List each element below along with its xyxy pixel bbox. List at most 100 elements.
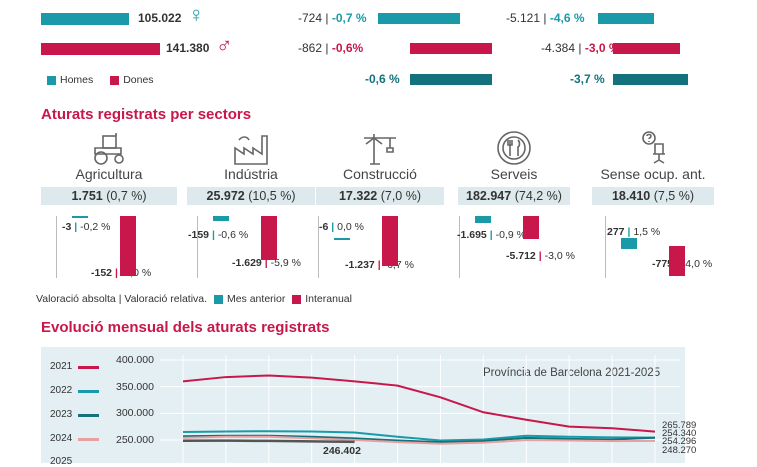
month-row1-rel: -0,7 % xyxy=(331,11,367,25)
month-row2-rel: -0,6% xyxy=(331,41,364,55)
year-row2-abs: -4.384 xyxy=(541,41,576,55)
end-label-2025: 246.402 xyxy=(323,445,361,457)
sector-year-bar xyxy=(261,216,277,261)
serv-month-label: -1.695 | -0,9 % xyxy=(457,229,526,241)
sector-month-bar xyxy=(334,238,350,240)
sector-value: 18.410 (7,5 %) xyxy=(592,187,714,205)
year-row3-label: -3,7 % xyxy=(570,72,605,86)
legend-month-label: Mes anterior xyxy=(226,293,286,305)
sector-month-bar xyxy=(213,216,229,221)
sector-label: Construcció xyxy=(343,166,417,182)
ind-month-label: -159 | -0,6 % xyxy=(188,229,249,241)
men-bar xyxy=(41,43,160,55)
legend-swatch-2022 xyxy=(78,390,99,393)
series-line-2023 xyxy=(182,434,656,444)
legend-year-2021: 2021 xyxy=(50,361,73,372)
month-bar-women xyxy=(378,13,460,24)
sector-construccio: Construcció 17.322 (7,0 %) xyxy=(316,128,444,205)
sector-value: 1.751 (0,7 %) xyxy=(41,187,177,205)
sector-month-bar xyxy=(72,216,88,218)
sector-year-bar xyxy=(669,246,685,276)
month-bar-total xyxy=(410,74,493,85)
y-tick-350000: 350.000 xyxy=(116,381,154,393)
year-bar-women xyxy=(598,13,654,24)
factory-icon xyxy=(187,128,315,166)
sector-month-bar xyxy=(475,216,491,223)
sector-serveis: Serveis 182.947 (74,2 %) xyxy=(458,128,570,205)
chair-question-icon xyxy=(592,128,714,166)
legend-swatch-2024 xyxy=(78,438,99,441)
crane-icon xyxy=(316,128,444,166)
legend-dones-label: Dones xyxy=(123,74,154,86)
sector-axis xyxy=(318,216,319,278)
sector-value: 25.972 (10,5 %) xyxy=(187,187,315,205)
sector-legend: Valoració absolta | Valoració relativa. … xyxy=(36,293,352,305)
month-row3-rel: -0,6 % xyxy=(365,72,400,86)
legend-year-swatch xyxy=(292,294,302,304)
chart-title: Província de Barcelona 2021-2025 xyxy=(483,367,661,379)
ind-year-label: -1.629 | -5,9 % xyxy=(232,257,301,269)
y-tick-400000: 400.000 xyxy=(116,354,154,366)
evolution-title: Evolució mensual dels aturats registrats xyxy=(41,319,330,336)
sector-value: 182.947 (74,2 %) xyxy=(458,187,570,205)
gender-legend: Homes Dones xyxy=(47,74,154,86)
legend-swatch-2023 xyxy=(78,414,99,417)
sector-sense-ocupacio: Sense ocup. ant. 18.410 (7,5 %) xyxy=(592,128,714,205)
sector-year-bar xyxy=(120,216,136,276)
y-tick-250000: 250.000 xyxy=(116,434,154,446)
sector-axis xyxy=(459,216,460,278)
tractor-icon xyxy=(41,128,177,166)
sector-axis xyxy=(605,216,606,278)
sector-label: Serveis xyxy=(490,166,538,182)
year-row2-label: -4.384 | -3,0 % xyxy=(541,41,620,55)
legend-year-2025: 2025 xyxy=(50,456,73,467)
cons-month-label: -6 | 0,0 % xyxy=(319,221,364,233)
legend-year-2023: 2023 xyxy=(50,409,73,420)
series-line-2021 xyxy=(182,374,656,433)
month-row1-label: -724 | -0,7 % xyxy=(298,11,367,25)
end-label-2024: 248.270 xyxy=(662,445,697,456)
sector-month-bar xyxy=(621,238,637,250)
year-bar-total xyxy=(613,74,689,85)
end-label-2023: 254.296 xyxy=(662,436,697,447)
month-row1-abs: -724 xyxy=(298,11,323,25)
sector-year-bar xyxy=(382,216,398,267)
end-label-2021: 265.789 xyxy=(662,420,697,431)
legend-year-2022: 2022 xyxy=(50,385,73,396)
sense-month-label: 277 | 1,5 % xyxy=(607,226,661,238)
legend-dones-swatch xyxy=(110,75,120,85)
legend-homes-label: Homes xyxy=(60,74,94,86)
end-label-2022: 254.340 xyxy=(662,428,697,439)
year-bar-men xyxy=(613,43,680,54)
sector-label: Agricultura xyxy=(75,166,143,182)
legend-year-2024: 2024 xyxy=(50,433,73,444)
female-symbol-icon: ♀ xyxy=(188,2,205,27)
serv-year-label: -5.712 | -3,0 % xyxy=(506,250,575,262)
sector-agricultura: Agricultura 1.751 (0,7 %) xyxy=(41,128,177,205)
year-row1-rel: -4,6 % xyxy=(549,11,585,25)
month-row3-label: -0,6 % xyxy=(365,72,400,86)
year-row1-label: -5.121 | -4,6 % xyxy=(506,11,585,25)
sector-industria: Indústria 25.972 (10,5 %) xyxy=(187,128,315,205)
sector-year-bar xyxy=(523,216,539,239)
year-row1-abs: -5.121 xyxy=(506,11,541,25)
legend-homes-swatch xyxy=(47,75,56,85)
men-value: 141.380 xyxy=(166,41,210,55)
month-bar-men xyxy=(410,43,493,54)
male-symbol-icon: ♂ xyxy=(216,33,233,58)
series-line-2022 xyxy=(182,430,656,442)
legend-rel-label: Valoració relativa. xyxy=(124,293,208,305)
sector-value: 17.322 (7,0 %) xyxy=(316,187,444,205)
y-tick-300000: 300.000 xyxy=(116,407,154,419)
sector-axis xyxy=(197,216,198,278)
year-row2-rel: -3,0 % xyxy=(584,41,620,55)
month-row2-label: -862 | -0,6% xyxy=(298,41,364,55)
women-bar xyxy=(41,13,130,25)
sector-label: Indústria xyxy=(224,166,278,182)
series-line-2024 xyxy=(182,435,656,445)
sector-label: Sense ocup. ant. xyxy=(600,166,706,182)
cutlery-icon xyxy=(458,128,570,166)
series-line-2025 xyxy=(182,439,355,444)
legend-abs-label: Valoració absolta xyxy=(36,293,116,305)
